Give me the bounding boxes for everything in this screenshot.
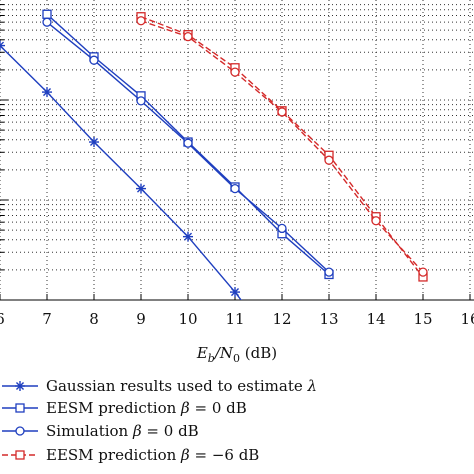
x-tick-label: 12 bbox=[272, 310, 291, 328]
legend-label-suffix: = 0 dB bbox=[190, 399, 247, 417]
legend-label-text: EESM prediction bbox=[46, 446, 181, 464]
star-marker bbox=[89, 137, 99, 148]
x-tick-label: 10 bbox=[178, 310, 197, 328]
legend-item: Gaussian results used to estimate λ bbox=[2, 377, 317, 395]
x-tick-label: 15 bbox=[413, 310, 432, 328]
x-tick-labels: 6 7 8 9 10 11 12 13 14 15 16 bbox=[0, 310, 474, 328]
circle-marker bbox=[324, 267, 334, 277]
legend-label: Gaussian results used to estimate λ bbox=[46, 377, 317, 395]
legend-label-math: β bbox=[132, 422, 142, 440]
legend-label-text: Simulation bbox=[46, 422, 133, 440]
circle-marker bbox=[230, 67, 240, 77]
legend-label-suffix: = 0 dB bbox=[142, 422, 199, 440]
legend-label: EESM prediction β = 0 dB bbox=[46, 399, 247, 417]
circle-marker bbox=[136, 16, 146, 26]
star-stroke bbox=[42, 88, 52, 97]
xlabel-b: b bbox=[208, 352, 215, 365]
circle-marker bbox=[89, 55, 99, 65]
x-tick-label: 7 bbox=[42, 310, 52, 328]
legend-item: Simulation β = 0 dB bbox=[2, 422, 199, 440]
square-marker bbox=[15, 403, 25, 413]
star-marker bbox=[0, 40, 5, 51]
legend-label-text: Gaussian results used to estimate bbox=[46, 377, 308, 395]
grid-lines bbox=[0, 0, 474, 301]
x-tick-label: 16 bbox=[460, 310, 474, 328]
star-stroke bbox=[183, 232, 193, 241]
xlabel-n: /N bbox=[213, 344, 234, 362]
star-marker bbox=[136, 183, 146, 194]
plot-area bbox=[0, 9, 428, 300]
circle-marker bbox=[183, 138, 193, 148]
star-stroke bbox=[230, 288, 240, 297]
x-tick-label: 14 bbox=[366, 310, 385, 328]
star-stroke bbox=[0, 44, 5, 50]
square-marker bbox=[42, 9, 52, 19]
circle-marker bbox=[371, 216, 381, 226]
circle-marker bbox=[136, 96, 146, 106]
legend-label-math: β bbox=[180, 399, 190, 417]
star-stroke bbox=[89, 137, 99, 147]
x-tick-label: 6 bbox=[0, 310, 5, 328]
legend-label-math: λ bbox=[307, 377, 318, 395]
circle-marker bbox=[183, 32, 193, 42]
circle-marker bbox=[42, 17, 52, 27]
xlabel-e: E bbox=[196, 344, 208, 362]
series-line bbox=[0, 44, 242, 300]
star-stroke bbox=[15, 381, 25, 391]
xlabel-zero: 0 bbox=[233, 352, 240, 365]
circle-marker bbox=[277, 107, 287, 117]
square-marker bbox=[15, 450, 25, 460]
x-tick-label: 13 bbox=[319, 310, 338, 328]
circle-marker bbox=[277, 223, 287, 234]
star-marker bbox=[42, 87, 52, 98]
circle-marker bbox=[324, 155, 334, 165]
series-4 bbox=[136, 16, 428, 277]
x-axis-label-text: Eb/N0 (dB) bbox=[196, 344, 277, 365]
plot-axes bbox=[0, 4, 474, 301]
star-marker bbox=[15, 381, 25, 391]
x-tick-label: 11 bbox=[225, 310, 244, 328]
legend: Gaussian results used to estimate λ EESM … bbox=[2, 377, 317, 464]
series-lines bbox=[0, 9, 428, 300]
star-marker bbox=[183, 231, 193, 242]
legend-item: EESM prediction β = 0 dB bbox=[2, 399, 247, 417]
star-marker bbox=[230, 287, 240, 298]
circle-marker bbox=[418, 267, 428, 277]
legend-label: Simulation β = 0 dB bbox=[46, 422, 199, 440]
x-axis-label: Eb/N0 (dB) bbox=[196, 344, 277, 365]
star-stroke bbox=[136, 184, 146, 193]
circle-marker bbox=[230, 183, 240, 194]
legend-label-suffix: = −6 dB bbox=[190, 446, 260, 464]
legend-label: EESM prediction β = −6 dB bbox=[46, 446, 259, 464]
star-stroke bbox=[0, 41, 5, 47]
legend-label-math: β bbox=[180, 446, 190, 464]
series-2 bbox=[42, 17, 334, 277]
x-tick-label: 9 bbox=[136, 310, 146, 328]
series-0 bbox=[0, 40, 242, 300]
xlabel-unit: (dB) bbox=[240, 344, 277, 362]
x-tick-label: 8 bbox=[89, 310, 99, 328]
legend-item: EESM prediction β = −6 dB bbox=[2, 446, 259, 464]
legend-label-text: EESM prediction bbox=[46, 399, 181, 417]
circle-marker bbox=[15, 426, 25, 436]
